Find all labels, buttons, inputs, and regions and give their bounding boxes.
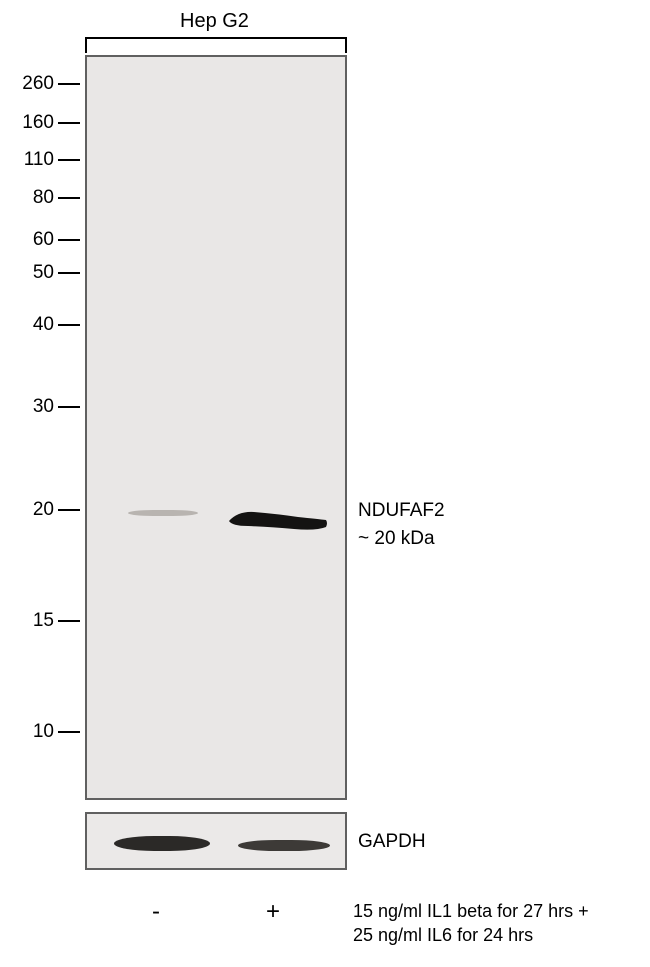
sample-label: Hep G2 [180, 10, 249, 33]
figure-container: { "layout": { "width": 650, "height": 96… [0, 0, 650, 967]
condition-minus: - [146, 898, 166, 926]
main-blot-panel [85, 55, 347, 800]
marker-tick [58, 159, 80, 161]
marker-label: 20 [18, 499, 54, 521]
condition-plus: + [263, 898, 283, 926]
marker-label: 80 [18, 187, 54, 209]
marker-label: 40 [18, 314, 54, 336]
marker-tick [58, 731, 80, 733]
condition-line2: 25 ng/ml IL6 for 24 hrs [353, 925, 533, 945]
marker-label: 50 [18, 262, 54, 284]
target-size-label: ~ 20 kDa [358, 528, 435, 550]
gapdh-label: GAPDH [358, 831, 426, 853]
condition-line1: 15 ng/ml IL1 beta for 27 hrs + [353, 901, 589, 921]
marker-label: 110 [18, 149, 54, 171]
band-ndufaf2-minus [128, 510, 198, 516]
marker-tick [58, 122, 80, 124]
band-gapdh-plus [238, 840, 330, 851]
condition-description: 15 ng/ml IL1 beta for 27 hrs + 25 ng/ml … [353, 899, 589, 948]
marker-tick [58, 83, 80, 85]
band-ndufaf2-plus [226, 507, 330, 535]
marker-tick [58, 406, 80, 408]
target-protein-label: NDUFAF2 [358, 500, 445, 522]
marker-label: 160 [18, 112, 54, 134]
band-gapdh-minus [114, 836, 210, 851]
marker-label: 30 [18, 396, 54, 418]
marker-label: 260 [18, 73, 54, 95]
sample-bracket [85, 37, 347, 51]
marker-tick [58, 239, 80, 241]
marker-label: 60 [18, 229, 54, 251]
marker-tick [58, 324, 80, 326]
marker-tick [58, 197, 80, 199]
marker-label: 10 [18, 721, 54, 743]
marker-tick [58, 620, 80, 622]
marker-tick [58, 509, 80, 511]
marker-tick [58, 272, 80, 274]
marker-label: 15 [18, 610, 54, 632]
